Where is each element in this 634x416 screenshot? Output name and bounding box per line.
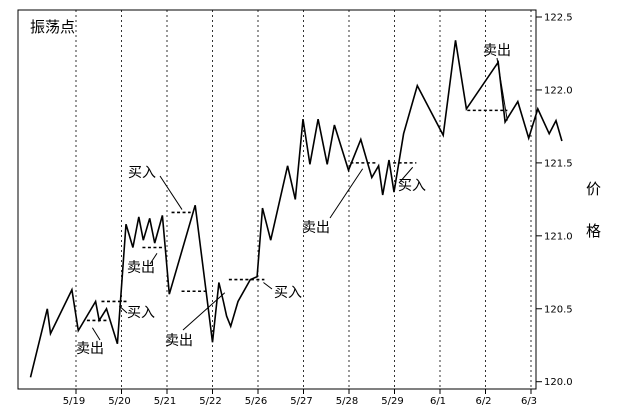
x-tick-label: 5/27 (290, 396, 312, 407)
x-tick-label: 5/19 (63, 396, 85, 407)
leader-line (182, 292, 226, 331)
annotation-label: 卖出 (302, 220, 330, 236)
y-tick-label: 122.0 (544, 85, 573, 96)
x-tick-label: 5/28 (336, 396, 358, 407)
y-tick-label: 121.0 (544, 231, 573, 242)
leader-line (398, 166, 414, 184)
x-tick-label: 5/20 (108, 396, 130, 407)
x-tick-label: 5/21 (154, 396, 176, 407)
annotation-label: 卖出 (165, 333, 193, 349)
x-tick-label: 5/22 (199, 396, 221, 407)
annotation-label: 买入 (398, 178, 426, 194)
annotation-label: 买入 (128, 165, 156, 181)
y-axis-label-char-1: 价 (586, 180, 601, 198)
y-tick-label: 120.0 (544, 377, 573, 388)
y-tick-label: 120.5 (544, 304, 573, 315)
leader-line (263, 282, 273, 290)
leader-line (91, 327, 101, 341)
y-tick-label: 121.5 (544, 158, 573, 169)
leader-line (149, 253, 158, 265)
leader-line (159, 175, 183, 210)
x-tick-label: 5/29 (381, 396, 403, 407)
annotation-label: 卖出 (127, 260, 155, 276)
price-series-line (29, 40, 563, 378)
x-tick-label: 6/1 (430, 396, 446, 407)
x-tick-label: 5/26 (245, 396, 267, 407)
annotation-label: 卖出 (76, 341, 104, 357)
leader-line (118, 305, 128, 314)
chart-title: 振荡点 (30, 18, 75, 36)
y-axis-label-char-2: 格 (586, 222, 601, 240)
x-tick-label: 6/3 (521, 396, 537, 407)
annotation-label: 买入 (127, 305, 155, 321)
annotation-label: 卖出 (483, 43, 511, 59)
leader-line (496, 57, 508, 121)
leader-line (329, 168, 364, 219)
x-axis: 5/19 5/20 5/21 5/22 5/26 5/27 5/28 5/29 6/1 6/2 6/… (63, 389, 537, 407)
y-tick-label: 122.5 (544, 13, 573, 24)
plot-frame (17, 9, 537, 390)
x-tick-label: 6/2 (475, 396, 491, 407)
y-axis: 120.0 120.5 121.0 121.5 122.0 122.5 (536, 13, 573, 388)
date-grid (75, 10, 532, 389)
annotation-label: 买入 (274, 285, 302, 301)
